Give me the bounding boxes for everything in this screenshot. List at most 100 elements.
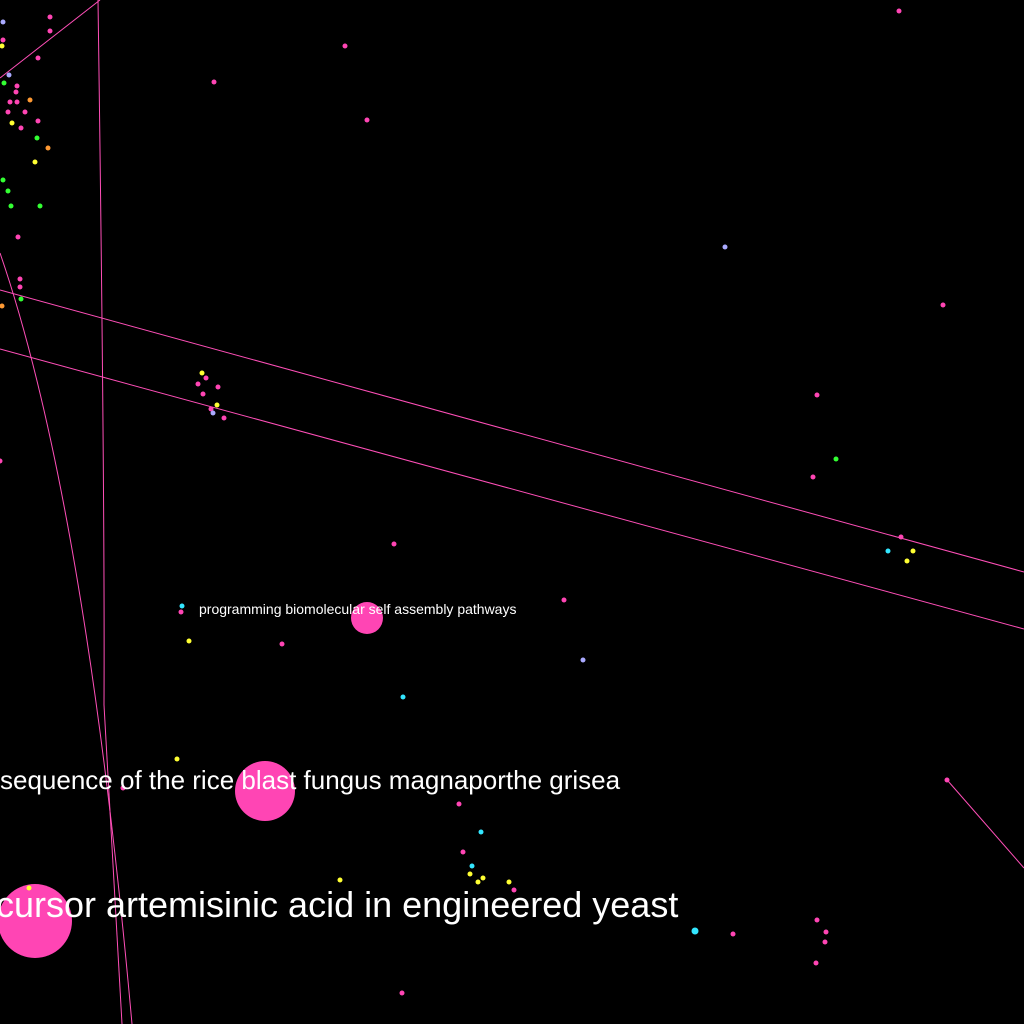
graph-node[interactable]	[208, 406, 214, 412]
graph-node[interactable]	[215, 384, 221, 390]
graph-node[interactable]	[364, 117, 370, 123]
graph-node[interactable]	[5, 109, 11, 115]
graph-node[interactable]	[506, 879, 512, 885]
graph-node[interactable]	[814, 392, 820, 398]
graph-node[interactable]	[822, 939, 828, 945]
graph-node[interactable]	[940, 302, 946, 308]
graph-edge	[0, 252, 133, 1024]
graph-node[interactable]	[8, 203, 14, 209]
graph-node[interactable]	[813, 960, 819, 966]
graph-node[interactable]	[1, 80, 7, 86]
graph-node[interactable]	[200, 391, 206, 397]
graph-node[interactable]	[235, 761, 295, 821]
graph-node[interactable]	[580, 657, 586, 663]
graph-node[interactable]	[35, 118, 41, 124]
graph-node[interactable]	[18, 296, 24, 302]
graph-node[interactable]	[342, 43, 348, 49]
graph-node[interactable]	[6, 72, 12, 78]
graph-node[interactable]	[475, 879, 481, 885]
graph-node[interactable]	[47, 28, 53, 34]
graph-node[interactable]	[730, 931, 736, 937]
graph-node[interactable]	[17, 276, 23, 282]
graph-node[interactable]	[14, 99, 20, 105]
graph-node[interactable]	[221, 415, 227, 421]
graph-edge	[97, 0, 105, 706]
graph-node[interactable]	[885, 548, 891, 554]
graph-node[interactable]	[7, 99, 13, 105]
graph-node[interactable]	[47, 14, 53, 20]
graph-edge	[0, 0, 101, 79]
graph-node[interactable]	[691, 927, 699, 935]
graph-node[interactable]	[0, 37, 6, 43]
graph-node[interactable]	[0, 19, 6, 25]
graph-node[interactable]	[35, 55, 41, 61]
graph-node[interactable]	[467, 871, 473, 877]
graph-node[interactable]	[823, 929, 829, 935]
graph-node[interactable]	[15, 234, 21, 240]
graph-node[interactable]	[0, 458, 3, 464]
graph-node[interactable]	[0, 43, 5, 49]
graph-node[interactable]	[456, 801, 462, 807]
graph-node[interactable]	[904, 558, 910, 564]
graph-node[interactable]	[480, 875, 486, 881]
graph-node[interactable]	[199, 370, 205, 376]
graph-node[interactable]	[511, 887, 517, 893]
graph-node[interactable]	[9, 120, 15, 126]
graph-node[interactable]	[214, 402, 220, 408]
graph-edge	[947, 780, 1024, 869]
graph-node[interactable]	[944, 777, 950, 783]
graph-node[interactable]	[722, 244, 728, 250]
graph-node[interactable]	[391, 541, 397, 547]
graph-node[interactable]	[896, 8, 902, 14]
node-label-rice-blast[interactable]: sequence of the rice blast fungus magnap…	[0, 765, 621, 795]
graph-node[interactable]	[120, 785, 126, 791]
labels-layer: programming biomolecular self assembly p…	[0, 601, 678, 925]
small-nodes-layer	[0, 8, 950, 996]
graph-node[interactable]	[32, 159, 38, 165]
graph-node[interactable]	[337, 877, 343, 883]
graph-node[interactable]	[810, 474, 816, 480]
graph-node[interactable]	[814, 917, 820, 923]
graph-node[interactable]	[400, 694, 406, 700]
graph-node[interactable]	[27, 97, 33, 103]
graph-node[interactable]	[186, 638, 192, 644]
graph-node[interactable]	[174, 756, 180, 762]
graph-node[interactable]	[17, 284, 23, 290]
graph-node[interactable]	[460, 849, 466, 855]
graph-node[interactable]	[0, 303, 5, 309]
graph-node[interactable]	[34, 135, 40, 141]
graph-node[interactable]	[13, 89, 19, 95]
graph-node[interactable]	[45, 145, 51, 151]
graph-node[interactable]	[478, 829, 484, 835]
graph-node[interactable]	[351, 602, 383, 634]
graph-node[interactable]	[14, 83, 20, 89]
graph-node[interactable]	[203, 375, 209, 381]
graph-node[interactable]	[561, 597, 567, 603]
graph-node[interactable]	[279, 641, 285, 647]
graph-node[interactable]	[195, 381, 201, 387]
graph-node[interactable]	[178, 609, 184, 615]
graph-node[interactable]	[399, 990, 405, 996]
graph-node[interactable]	[211, 79, 217, 85]
graph-node[interactable]	[37, 203, 43, 209]
graph-node[interactable]	[0, 177, 6, 183]
graph-node[interactable]	[179, 603, 185, 609]
graph-node[interactable]	[469, 863, 475, 869]
graph-node[interactable]	[5, 188, 11, 194]
graph-node[interactable]	[26, 885, 32, 891]
graph-node[interactable]	[898, 534, 904, 540]
graph-node[interactable]	[910, 548, 916, 554]
graph-node[interactable]	[0, 884, 72, 958]
graph-node[interactable]	[833, 456, 839, 462]
node-label-self-assembly[interactable]: programming biomolecular self assembly p…	[199, 601, 516, 617]
node-label-artemisinic[interactable]: cursor artemisinic acid in engineered ye…	[0, 884, 678, 925]
graph-edge	[103, 704, 123, 1024]
graph-node[interactable]	[210, 410, 216, 416]
graph-node[interactable]	[22, 109, 28, 115]
graph-node[interactable]	[18, 125, 24, 131]
graph-edge	[0, 289, 1024, 573]
